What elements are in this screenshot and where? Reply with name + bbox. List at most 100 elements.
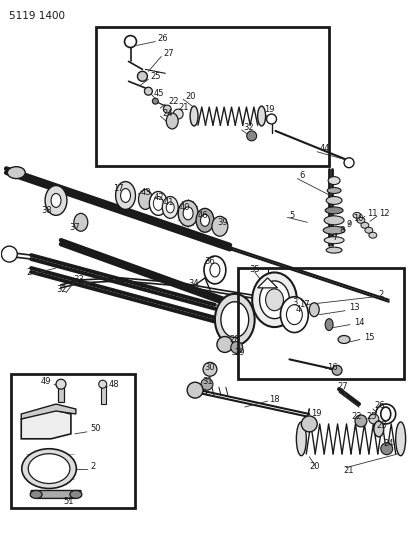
Circle shape — [231, 342, 243, 353]
Circle shape — [217, 336, 233, 352]
Text: 31: 31 — [202, 377, 213, 386]
Text: 14: 14 — [354, 318, 364, 327]
Text: 27: 27 — [337, 382, 348, 391]
Ellipse shape — [328, 176, 340, 184]
Text: 5: 5 — [289, 211, 295, 220]
Circle shape — [137, 71, 147, 81]
Ellipse shape — [326, 197, 342, 205]
Text: 9: 9 — [346, 220, 351, 229]
Text: 20: 20 — [309, 462, 320, 471]
Text: 20: 20 — [185, 92, 195, 101]
Text: 50: 50 — [91, 424, 101, 433]
Ellipse shape — [138, 190, 152, 209]
Circle shape — [1, 246, 17, 262]
Text: 25: 25 — [367, 413, 377, 422]
Text: 40: 40 — [179, 203, 190, 212]
Ellipse shape — [149, 191, 167, 215]
Ellipse shape — [396, 422, 406, 456]
Text: 7: 7 — [332, 233, 337, 241]
Text: 24: 24 — [384, 439, 394, 448]
Ellipse shape — [196, 208, 214, 232]
Circle shape — [163, 105, 171, 113]
Text: 37: 37 — [69, 223, 80, 232]
Ellipse shape — [7, 167, 25, 179]
Ellipse shape — [361, 222, 369, 228]
Circle shape — [203, 362, 217, 376]
Text: 45: 45 — [153, 88, 164, 98]
Circle shape — [124, 36, 136, 47]
Text: 13: 13 — [349, 303, 359, 312]
Text: 26: 26 — [375, 401, 386, 409]
Text: 21: 21 — [178, 102, 188, 111]
Text: 36: 36 — [204, 256, 215, 265]
Polygon shape — [257, 278, 277, 288]
Bar — [11, 374, 135, 508]
Ellipse shape — [153, 197, 163, 211]
Ellipse shape — [183, 207, 193, 220]
Text: 2: 2 — [91, 462, 96, 471]
Ellipse shape — [212, 216, 228, 236]
Circle shape — [144, 87, 152, 95]
Ellipse shape — [327, 188, 341, 193]
Ellipse shape — [45, 185, 67, 215]
Circle shape — [201, 378, 213, 390]
Text: 24: 24 — [162, 109, 173, 118]
Text: 22: 22 — [168, 96, 179, 106]
Ellipse shape — [252, 272, 297, 327]
Circle shape — [381, 443, 393, 455]
Text: 29: 29 — [235, 348, 245, 357]
Ellipse shape — [210, 263, 220, 277]
Ellipse shape — [215, 294, 255, 345]
Ellipse shape — [30, 490, 42, 498]
Ellipse shape — [22, 449, 76, 488]
Text: 21: 21 — [343, 466, 354, 475]
Ellipse shape — [51, 193, 61, 207]
Text: 38: 38 — [41, 206, 52, 215]
Circle shape — [376, 404, 396, 424]
Ellipse shape — [70, 490, 82, 498]
Ellipse shape — [324, 237, 344, 244]
Text: 22: 22 — [351, 413, 361, 422]
Ellipse shape — [28, 454, 70, 483]
Text: 33: 33 — [73, 276, 84, 285]
Ellipse shape — [190, 106, 198, 126]
Text: 32: 32 — [56, 285, 67, 294]
Text: 41: 41 — [163, 198, 174, 207]
Ellipse shape — [369, 232, 377, 238]
Ellipse shape — [374, 421, 384, 437]
Text: 27: 27 — [163, 49, 174, 58]
Text: 44: 44 — [319, 144, 330, 154]
Ellipse shape — [309, 303, 319, 317]
Ellipse shape — [162, 197, 178, 219]
Text: 11: 11 — [367, 209, 377, 218]
Ellipse shape — [325, 319, 333, 330]
Text: 48: 48 — [109, 379, 119, 389]
Bar — [238, 268, 404, 379]
Text: 5119 1400: 5119 1400 — [9, 11, 65, 21]
Text: 16: 16 — [327, 363, 338, 372]
Text: 18: 18 — [270, 394, 280, 403]
Text: 32: 32 — [244, 124, 254, 132]
Text: 17: 17 — [113, 184, 123, 193]
Ellipse shape — [338, 336, 350, 343]
Text: 2: 2 — [26, 269, 31, 278]
Ellipse shape — [74, 213, 88, 231]
Ellipse shape — [280, 297, 308, 333]
Text: 3: 3 — [293, 298, 298, 307]
Text: 43: 43 — [140, 188, 151, 197]
Ellipse shape — [121, 189, 131, 203]
Ellipse shape — [286, 305, 302, 325]
Circle shape — [302, 416, 317, 432]
Ellipse shape — [178, 200, 198, 227]
Ellipse shape — [324, 216, 344, 225]
Text: 19: 19 — [311, 409, 322, 418]
Bar — [101, 386, 106, 404]
Text: 12: 12 — [379, 209, 389, 218]
Text: 25: 25 — [151, 72, 161, 81]
Ellipse shape — [323, 227, 345, 234]
Ellipse shape — [200, 214, 209, 227]
Ellipse shape — [365, 227, 373, 233]
Bar — [58, 386, 64, 402]
Circle shape — [332, 365, 342, 375]
Text: 2: 2 — [379, 290, 384, 300]
